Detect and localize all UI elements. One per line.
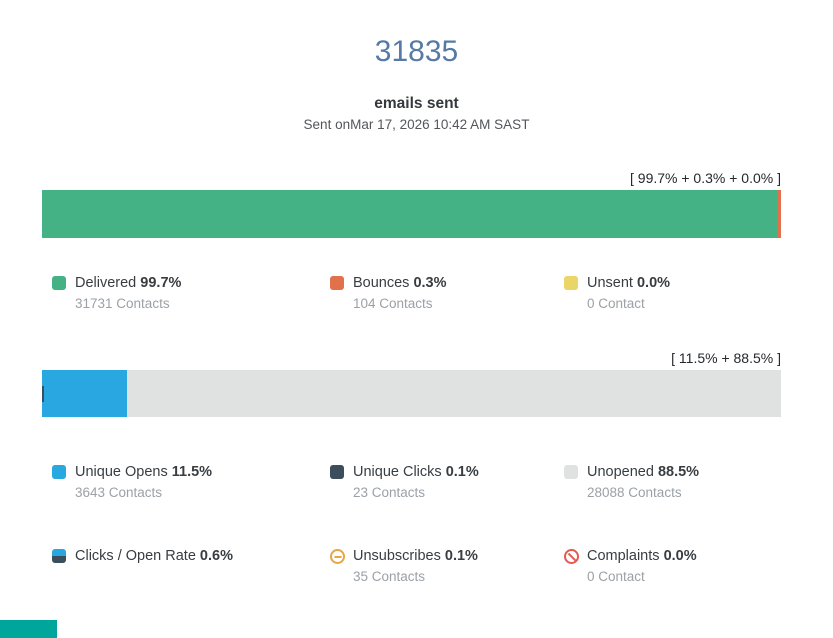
legend-item-bounces[interactable]: Bounces 0.3% 104 Contacts xyxy=(330,274,447,312)
legend-pct: 0.0% xyxy=(663,548,697,564)
delivered-segment xyxy=(42,190,777,238)
legend-pct: 0.1% xyxy=(445,464,479,480)
legend-item-unique-clicks[interactable]: Unique Clicks 0.1% 23 Contacts xyxy=(330,463,479,501)
legend-label: Bounces xyxy=(353,275,410,291)
unique-opens-swatch-icon xyxy=(52,465,66,479)
legend-count: 0 Contact xyxy=(587,569,645,584)
legend-label: Unsubscribes xyxy=(353,548,441,564)
opens-bar-annotation: [ 11.5% + 88.5% ] xyxy=(671,350,781,366)
delivery-stacked-bar xyxy=(42,190,781,238)
bounces-swatch-icon xyxy=(330,276,344,290)
unopened-swatch-icon xyxy=(564,465,578,479)
legend-pct: 11.5% xyxy=(171,464,213,480)
emails-sent-total: 31835 xyxy=(374,35,459,68)
clicks-open-rate-swatch-icon xyxy=(52,549,66,563)
legend-count: 31731 Contacts xyxy=(75,296,170,311)
minus-circle-icon xyxy=(330,549,345,564)
legend-pct: 0.6% xyxy=(199,548,233,564)
legend-pct: 88.5% xyxy=(657,464,700,480)
sent-timestamp: Sent onMar 17, 2026 10:42 AM SAST xyxy=(303,117,530,132)
legend-label: Unsent xyxy=(587,275,633,291)
unsent-swatch-icon xyxy=(564,276,578,290)
legend-pct: 0.0% xyxy=(636,275,671,291)
legend-label: Unique Clicks xyxy=(353,464,442,480)
unopened-segment xyxy=(126,370,781,417)
legend-label: Unopened xyxy=(587,464,654,480)
legend-label: Delivered xyxy=(75,275,137,291)
unique-opens-segment xyxy=(42,370,127,417)
legend-item-complaints[interactable]: Complaints 0.0% 0 Contact xyxy=(564,547,697,585)
legend-item-clicks-open-rate[interactable]: Clicks / Open Rate 0.6% xyxy=(52,547,233,565)
legend-item-unopened[interactable]: Unopened 88.5% 28088 Contacts xyxy=(564,463,699,501)
legend-label: Unique Opens xyxy=(75,464,168,480)
legend-count: 0 Contact xyxy=(587,296,645,311)
legend-count: 104 Contacts xyxy=(353,296,433,311)
legend-item-unsubscribes[interactable]: Unsubscribes 0.1% 35 Contacts xyxy=(330,547,478,585)
bottom-left-teal-button[interactable] xyxy=(0,620,57,638)
legend-label: Complaints xyxy=(587,548,660,564)
prohibition-icon xyxy=(564,549,579,564)
page-title: emails sent xyxy=(374,95,459,112)
unique-clicks-swatch-icon xyxy=(330,465,344,479)
delivered-swatch-icon xyxy=(52,276,66,290)
legend-item-unsent[interactable]: Unsent 0.0% 0 Contact xyxy=(564,274,670,312)
bounces-segment xyxy=(777,190,781,238)
legend-item-unique-opens[interactable]: Unique Opens 11.5% 3643 Contacts xyxy=(52,463,212,501)
opens-stacked-bar xyxy=(42,370,781,417)
legend-pct: 99.7% xyxy=(140,275,182,291)
legend-count: 28088 Contacts xyxy=(587,485,682,500)
legend-count: 3643 Contacts xyxy=(75,485,163,500)
legend-item-delivered[interactable]: Delivered 99.7% 31731 Contacts xyxy=(52,274,181,312)
legend-count: 23 Contacts xyxy=(353,485,426,500)
legend-pct: 0.3% xyxy=(413,275,447,291)
delivery-bar-annotation: [ 99.7% + 0.3% + 0.0% ] xyxy=(630,170,781,186)
legend-pct: 0.1% xyxy=(444,548,478,564)
legend-label: Clicks / Open Rate xyxy=(75,548,196,564)
unique-clicks-segment xyxy=(42,385,44,402)
legend-count: 35 Contacts xyxy=(353,569,426,584)
